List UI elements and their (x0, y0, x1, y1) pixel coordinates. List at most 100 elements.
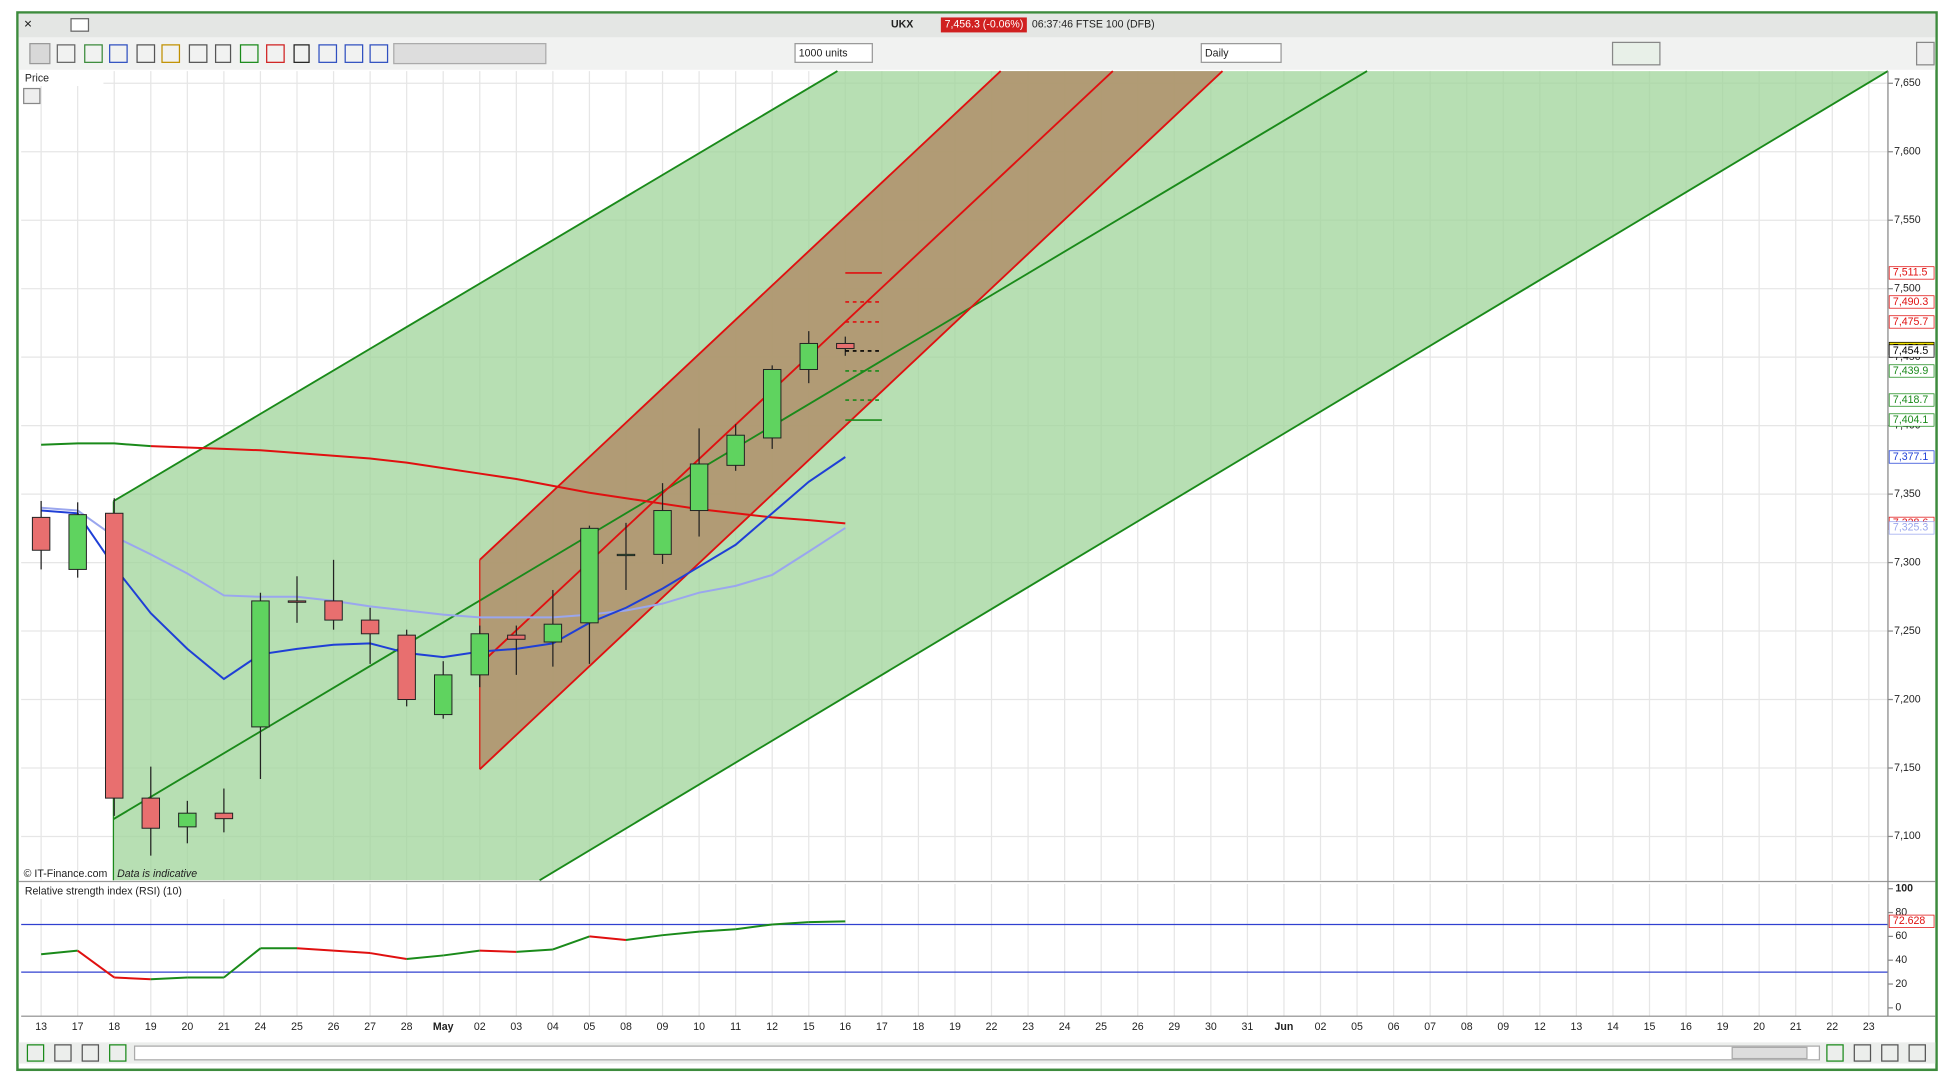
x-tick-label: 17 (876, 1021, 888, 1033)
rsi-line (114, 976, 151, 981)
candle-body (68, 514, 87, 570)
x-tick-label: 15 (803, 1021, 815, 1033)
price-label-box (1888, 450, 1935, 464)
price-label: 7,377.1 (1893, 451, 1928, 463)
x-tick-label: 19 (145, 1021, 157, 1033)
x-tick-label: 05 (584, 1021, 596, 1033)
indicator-line (41, 442, 151, 448)
price-label-box (1888, 266, 1935, 280)
rsi-line (699, 928, 736, 933)
x-tick-label: 16 (1680, 1021, 1692, 1033)
x-tick-label: 10 (693, 1021, 705, 1033)
x-tick-label: Jun (1275, 1021, 1294, 1033)
channel-line (112, 70, 838, 503)
x-tick-label: 22 (986, 1021, 998, 1033)
y-tick-label: 7,350 (1894, 488, 1921, 500)
candle-body (836, 342, 855, 350)
pane-header (21, 884, 241, 899)
x-tick-label: 17 (72, 1021, 84, 1033)
bottom-icons[interactable] (26, 1044, 1926, 1062)
rsi-line (443, 949, 480, 957)
candle-body (397, 634, 416, 701)
rsi-line (77, 949, 115, 979)
y-tick-label: 7,250 (1894, 625, 1921, 637)
channel-line (539, 70, 1889, 882)
x-tick-label: 08 (620, 1021, 632, 1033)
x-tick-label: 20 (181, 1021, 193, 1033)
tool-icons[interactable] (29, 41, 1935, 66)
candle-body (543, 623, 563, 643)
y-tick-label: 40 (1895, 954, 1907, 966)
x-tick-label: 16 (839, 1021, 851, 1033)
rsi-line (589, 935, 627, 941)
x-tick-label: 22 (1826, 1021, 1838, 1033)
x-tick-label: 06 (1388, 1021, 1400, 1033)
x-tick-label: 26 (328, 1021, 340, 1033)
price-label-box (1888, 344, 1935, 358)
candle-body (653, 510, 672, 555)
price-label: 7,439.9 (1893, 365, 1928, 377)
y-tick-label: 7,600 (1894, 146, 1921, 158)
y-tick-label: 100 (1895, 883, 1913, 895)
interval-dropdown[interactable] (1200, 43, 1282, 63)
scroll-thumb[interactable] (1731, 1046, 1808, 1060)
price-pane-title: Price (25, 72, 49, 84)
indicator-line (41, 506, 846, 619)
y-tick-label: 80 (1895, 906, 1907, 918)
price-label-box (1888, 295, 1935, 309)
x-tick-label: 27 (364, 1021, 376, 1033)
scrollbar[interactable] (133, 1045, 1821, 1061)
x-tick-label: 23 (1022, 1021, 1034, 1033)
rsi-line (552, 935, 590, 951)
x-tick-label: 09 (657, 1021, 669, 1033)
rsi-line (333, 949, 371, 955)
rsi-line (808, 920, 846, 924)
x-tick-label: 30 (1205, 1021, 1217, 1033)
rsi-label-box (1888, 914, 1935, 928)
price-label: 7,454.5 (1893, 345, 1928, 357)
rsi-pane (21, 884, 1888, 1017)
candle-body (616, 553, 636, 557)
y-tick-label: 60 (1895, 930, 1907, 942)
indicator-line (41, 456, 846, 681)
price-label: 7,418.7 (1893, 394, 1928, 406)
x-tick-label: 19 (1717, 1021, 1729, 1033)
price-label: 7,404.1 (1893, 414, 1928, 426)
y-tick-label: 7,500 (1894, 282, 1921, 294)
credit: © IT-Finance.com (24, 868, 108, 880)
x-tick-label: 12 (1534, 1021, 1546, 1033)
rsi-line (516, 948, 553, 953)
x-tick-label: 21 (1790, 1021, 1802, 1033)
rsi-line (625, 934, 663, 941)
candle-body (287, 600, 307, 603)
x-tick-label: 13 (35, 1021, 47, 1033)
candle-body (433, 674, 453, 716)
candle-body (799, 342, 818, 370)
price-label: 7,490.3 (1893, 296, 1928, 308)
x-tick-label: 07 (1424, 1021, 1436, 1033)
x-tick-label: 26 (1132, 1021, 1144, 1033)
axes: 13 17 18 19 20 21 24 25 26 27 28 May 02 03 04 05 08 09 10 1… (35, 77, 1935, 1033)
x-tick-label: May (433, 1021, 454, 1033)
indicator-line (150, 445, 846, 525)
y-tick-label: 0 (1895, 1002, 1901, 1014)
x-tick-label: 19 (949, 1021, 961, 1033)
refresh-icon[interactable] (23, 87, 41, 105)
price-label-box (1888, 413, 1935, 427)
units-dropdown[interactable] (794, 43, 873, 63)
rsi-line (479, 949, 517, 953)
price-change: 7,456.3 (-0.06%) (945, 19, 1024, 31)
rsi-line (296, 947, 334, 952)
x-tick-label: 25 (1095, 1021, 1107, 1033)
x-tick-label: 05 (1351, 1021, 1363, 1033)
x-tick-label: 18 (108, 1021, 120, 1033)
close-button[interactable]: ✕ (24, 19, 33, 31)
price-label-box (1888, 521, 1935, 535)
x-tick-label: 31 (1242, 1021, 1254, 1033)
x-tick-label: 11 (730, 1021, 741, 1033)
rsi-line (772, 921, 809, 926)
y-tick-label: 20 (1895, 978, 1907, 990)
x-tick-label: 29 (1168, 1021, 1180, 1033)
menu-button[interactable] (70, 18, 90, 32)
rsi-pane-title: Relative strength index (RSI) (10) (25, 885, 182, 897)
